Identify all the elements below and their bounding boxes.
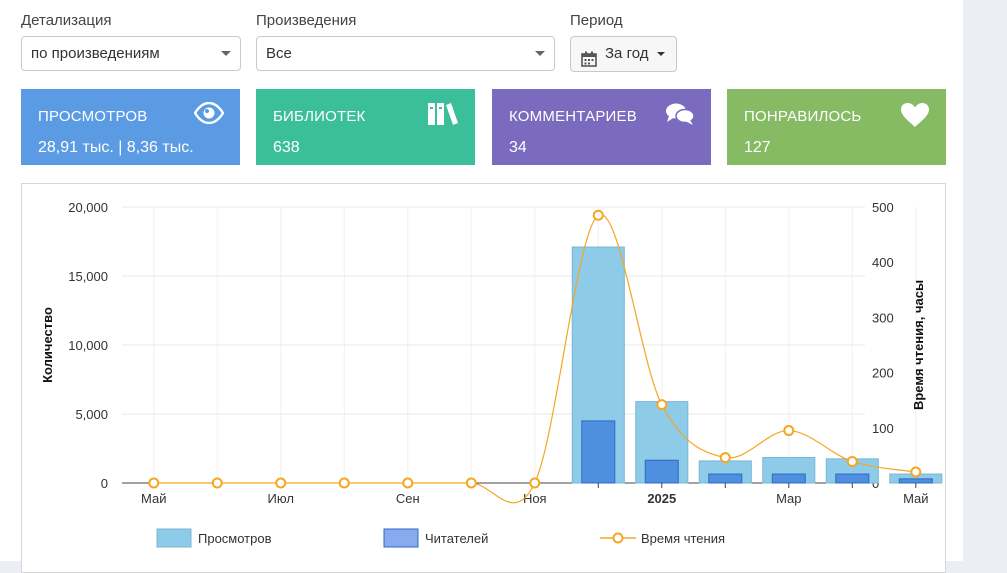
line-reading-time [153,214,916,504]
stat-title: ПРОСМОТРОВ [38,108,148,125]
stat-title: ПОНРАВИЛОСЬ [744,108,862,125]
bar-readers [835,473,870,484]
bar-readers [644,459,679,484]
legend-marker-reading-time [612,532,624,544]
stat-card-views: ПРОСМОТРОВ 28,91 тыс. | 8,36 тыс. [21,89,240,165]
x-tick-label: Ноя [523,491,547,506]
point-reading-time [783,425,795,437]
y2-tick-label: 400 [872,255,894,270]
y-tick-label: 20,000 [68,200,108,215]
period-label: Период [570,12,623,29]
stat-card-comments: КОММЕНТАРИЕВ 34 [492,89,711,165]
y-tick-label: 10,000 [68,338,108,353]
legend-label-views: Просмотров [198,531,272,546]
period-dropdown-button[interactable]: За год [570,36,677,72]
y2-tick-label: 200 [872,366,894,381]
works-select-value: Все [266,45,292,62]
bar-readers [581,420,616,484]
x-tick-label: Май [903,491,928,506]
chart: 05,00010,00015,00020,0000100200300400500… [40,200,943,548]
period-value: За год [605,45,649,62]
caret-down-icon [657,52,665,56]
x-tick-label: 2025 [647,491,676,506]
detail-select-value: по произведениям [31,45,160,62]
point-reading-time [529,477,541,489]
y-tick-label: 15,000 [68,269,108,284]
y-tick-label: 5,000 [75,407,108,422]
point-reading-time [656,399,668,411]
legend-swatch-views [156,528,192,548]
legend-swatch-readers [383,528,419,548]
chevron-down-icon [535,51,545,56]
stat-value: 127 [744,139,771,156]
eye-icon [193,101,225,129]
books-icon [427,102,459,131]
stat-card-likes: ПОНРАВИЛОСЬ 127 [727,89,946,165]
works-label: Произведения [256,12,357,29]
chevron-down-icon [221,51,231,56]
point-reading-time [338,477,350,489]
stat-title: КОММЕНТАРИЕВ [509,108,637,125]
x-tick-label: Май [141,491,166,506]
chart-container: 05,00010,00015,00020,0000100200300400500… [21,183,946,573]
point-reading-time [211,477,223,489]
y2-tick-label: 500 [872,200,894,215]
point-reading-time [910,466,922,478]
bar-readers [898,478,933,484]
detail-label: Детализация [21,12,112,29]
x-tick-label: Мар [776,491,801,506]
legend-label-readers: Читателей [425,531,488,546]
stat-value: 34 [509,139,527,156]
x-tick-label: Июл [268,491,294,506]
comments-icon [665,102,695,131]
point-reading-time [465,477,477,489]
stat-value: 638 [273,139,300,156]
point-reading-time [592,209,604,221]
heart-icon [900,102,930,133]
works-select[interactable]: Все [256,36,555,71]
x-tick-label: Сен [396,491,420,506]
legend-label-reading-time: Время чтения [641,531,725,546]
y2-tick-label: 100 [872,421,894,436]
bar-readers [771,473,806,484]
stat-title: БИБЛИОТЕК [273,108,366,125]
stat-card-libraries: БИБЛИОТЕК 638 [256,89,475,165]
stat-value: 28,91 тыс. | 8,36 тыс. [38,139,194,156]
point-reading-time [148,477,160,489]
calendar-icon [581,46,597,80]
point-reading-time [719,452,731,464]
y-tick-label: 0 [101,476,108,491]
detail-select[interactable]: по произведениям [21,36,241,71]
statistics-panel: Детализация по произведениям Произведени… [0,0,963,573]
y2-axis-title: Время чтения, часы [911,280,926,410]
point-reading-time [846,455,858,467]
point-reading-time [275,477,287,489]
y-axis-title: Количество [40,307,55,383]
point-reading-time [402,477,414,489]
y2-tick-label: 300 [872,310,894,325]
bar-readers [708,473,743,484]
